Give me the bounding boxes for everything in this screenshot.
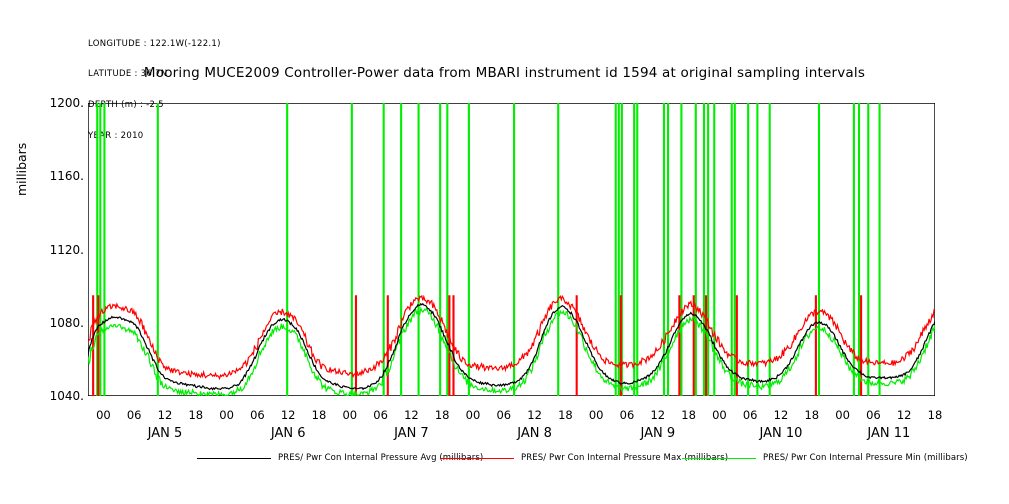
x-tick-label-hour: 00 (835, 408, 850, 422)
legend-item: PRES/ Pwr Con Internal Pressure Min (mil… (682, 450, 968, 466)
x-tick-label-hour: 12 (157, 408, 173, 422)
x-tick-label-hour: 12 (896, 408, 912, 422)
x-tick-label-hour: 06 (742, 408, 758, 422)
y-tick-label: 1200. (49, 96, 84, 110)
series-line-avg (88, 302, 935, 391)
x-tick-label-hour: 18 (681, 408, 696, 422)
legend-item: PRES/ Pwr Con Internal Pressure Avg (mil… (197, 450, 483, 466)
legend-swatch-line (197, 457, 271, 459)
x-axis-day-label: JAN 9 (640, 426, 676, 441)
x-axis-day-label: JAN 11 (867, 426, 911, 441)
x-axis-day-label: JAN 7 (394, 426, 429, 441)
chart-title: Mooring MUCE2009 Controller-Power data f… (143, 65, 866, 81)
x-tick-label-hour: 00 (342, 408, 358, 422)
series-line-max (88, 294, 935, 381)
plot-area (88, 103, 935, 396)
x-tick-label-hour: 00 (465, 408, 481, 422)
series-line-min (88, 306, 935, 396)
green-spike-group (96, 103, 881, 396)
x-tick-label-hour: 06 (866, 408, 881, 422)
x-tick-label-hour: 12 (773, 408, 789, 422)
x-axis-day-label: JAN 6 (270, 426, 306, 441)
x-tick-label-hour: 18 (558, 408, 573, 422)
x-axis-day-label: JAN 5 (147, 426, 183, 441)
x-tick-label-hour: 00 (219, 408, 234, 422)
time-series-plot (88, 103, 935, 396)
y-tick-label: 1160. (49, 169, 84, 184)
x-tick-label-hour: 12 (280, 408, 296, 422)
legend-swatch-line (440, 457, 514, 459)
x-tick-label-hour: 06 (126, 408, 142, 422)
x-tick-label-hour: 18 (927, 408, 943, 422)
x-tick-label-hour: 06 (373, 408, 388, 422)
latitude-text: LATITUDE : 36.7N (88, 69, 168, 80)
legend-swatch-line (682, 457, 756, 459)
x-tick-label-hour: 18 (311, 408, 327, 422)
x-tick-label-hour: 00 (96, 408, 111, 422)
x-tick-label-hour: 00 (712, 408, 727, 422)
x-tick-label-hour: 06 (619, 408, 635, 422)
x-tick-label-hour: 12 (404, 408, 419, 422)
y-tick-label: 1120. (49, 242, 84, 257)
red-spike-group (92, 295, 863, 396)
legend-item: PRES/ Pwr Con Internal Pressure Max (mil… (440, 450, 728, 466)
x-tick-label-hour: 12 (650, 408, 666, 422)
y-tick-label: 1080. (49, 315, 84, 330)
legend-label: PRES/ Pwr Con Internal Pressure Max (mil… (521, 453, 729, 463)
x-tick-label-hour: 06 (496, 408, 512, 422)
depth-text: DEPTH (m) : -2.5 (88, 100, 164, 111)
x-axis-day-label: JAN 8 (517, 426, 552, 441)
legend-label: PRES/ Pwr Con Internal Pressure Avg (mil… (278, 453, 484, 463)
x-axis-day-label: JAN 10 (759, 426, 803, 441)
x-tick-label-hour: 18 (188, 408, 204, 422)
x-tick-label-hour: 12 (527, 408, 542, 422)
legend-label: PRES/ Pwr Con Internal Pressure Min (mil… (763, 453, 968, 463)
y-axis-tick-labels: 1040. 1080. 1120. 1160. 1200. (0, 96, 84, 403)
chart-legend: PRES/ Pwr Con Internal Pressure Avg (mil… (0, 450, 1009, 466)
x-tick-label-hour: 18 (804, 408, 820, 422)
x-tick-label-hour: 06 (250, 408, 265, 422)
y-tick-label: 1040. (49, 389, 84, 403)
longitude-text: LONGITUDE : 122.1W(-122.1) (88, 38, 221, 49)
x-tick-label-hour: 18 (434, 408, 450, 422)
x-tick-label-hour: 00 (588, 408, 604, 422)
